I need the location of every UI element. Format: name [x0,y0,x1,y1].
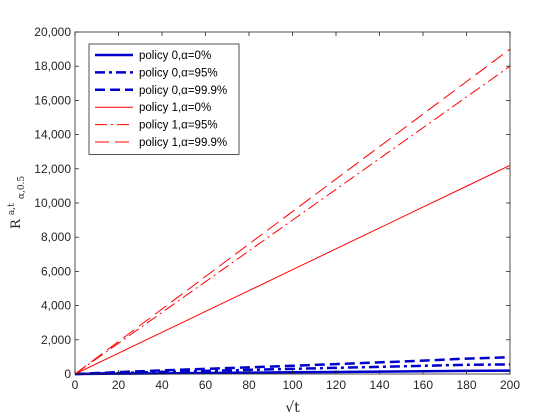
x-tick-label: 180 [456,378,476,392]
legend-entry-label: policy 0,α=95% [139,67,218,79]
x-tick-label: 120 [326,378,346,392]
legend-entry-label: policy 1,α=99.9% [139,137,227,149]
legend-entry-label: policy 1,α=0% [139,102,211,114]
series-line-2 [74,355,511,376]
x-tick-label: 100 [282,378,302,392]
y-axis-label: R a,t α,0.5 [3,176,27,229]
y-axis-label-subscript: α,0.5 [17,176,27,200]
x-tick-label: 60 [199,378,213,392]
x-tick-label: 140 [369,378,389,392]
y-tick-label: 6,000 [41,264,71,278]
legend-entry-label: policy 1,α=95% [139,120,218,132]
y-axis-label-superscript: a,t [7,203,17,215]
legend-entry-label: policy 0,α=99.9% [139,85,227,97]
x-axis-label: √t [285,400,300,416]
x-tick-label: 200 [500,378,520,392]
y-tick-label: 16,000 [34,93,71,107]
y-tick-label: 20,000 [34,25,71,39]
legend: policy 0,α=0% policy 0,α=95% policy 0,α=99… [88,43,240,155]
legend-box [88,43,240,155]
x-tick-label: 80 [242,378,256,392]
y-tick-label: 10,000 [34,196,71,210]
y-tick-label: 8,000 [41,230,71,244]
series-line-1 [74,363,511,376]
y-tick-label: 2,000 [41,333,71,347]
x-tick-label: 40 [155,378,169,392]
legend-entry-label: policy 0,α=0% [139,50,211,62]
y-axis-label-base: R [9,218,24,229]
x-tick-label: 160 [413,378,433,392]
y-tick-label: 4,000 [41,299,71,313]
y-tick-label: 14,000 [34,128,71,142]
series-line-5 [74,48,511,375]
axes-layer: 0 20 40 60 80 100 120 140 160 180 200 0 2,000 4,000 6,… [34,25,520,392]
svg-text:R a,t α,0.5: R a,t α,0.5 [3,176,27,229]
y-tick-label: 0 [64,367,71,381]
series-line-3 [74,164,511,375]
series-line-4 [74,65,511,375]
x-tick-label: 0 [72,378,79,392]
x-axis-label-text: √t [285,400,300,416]
y-tick-label: 18,000 [34,59,71,73]
y-tick-label: 12,000 [34,162,71,176]
x-tick-label: 20 [112,378,126,392]
